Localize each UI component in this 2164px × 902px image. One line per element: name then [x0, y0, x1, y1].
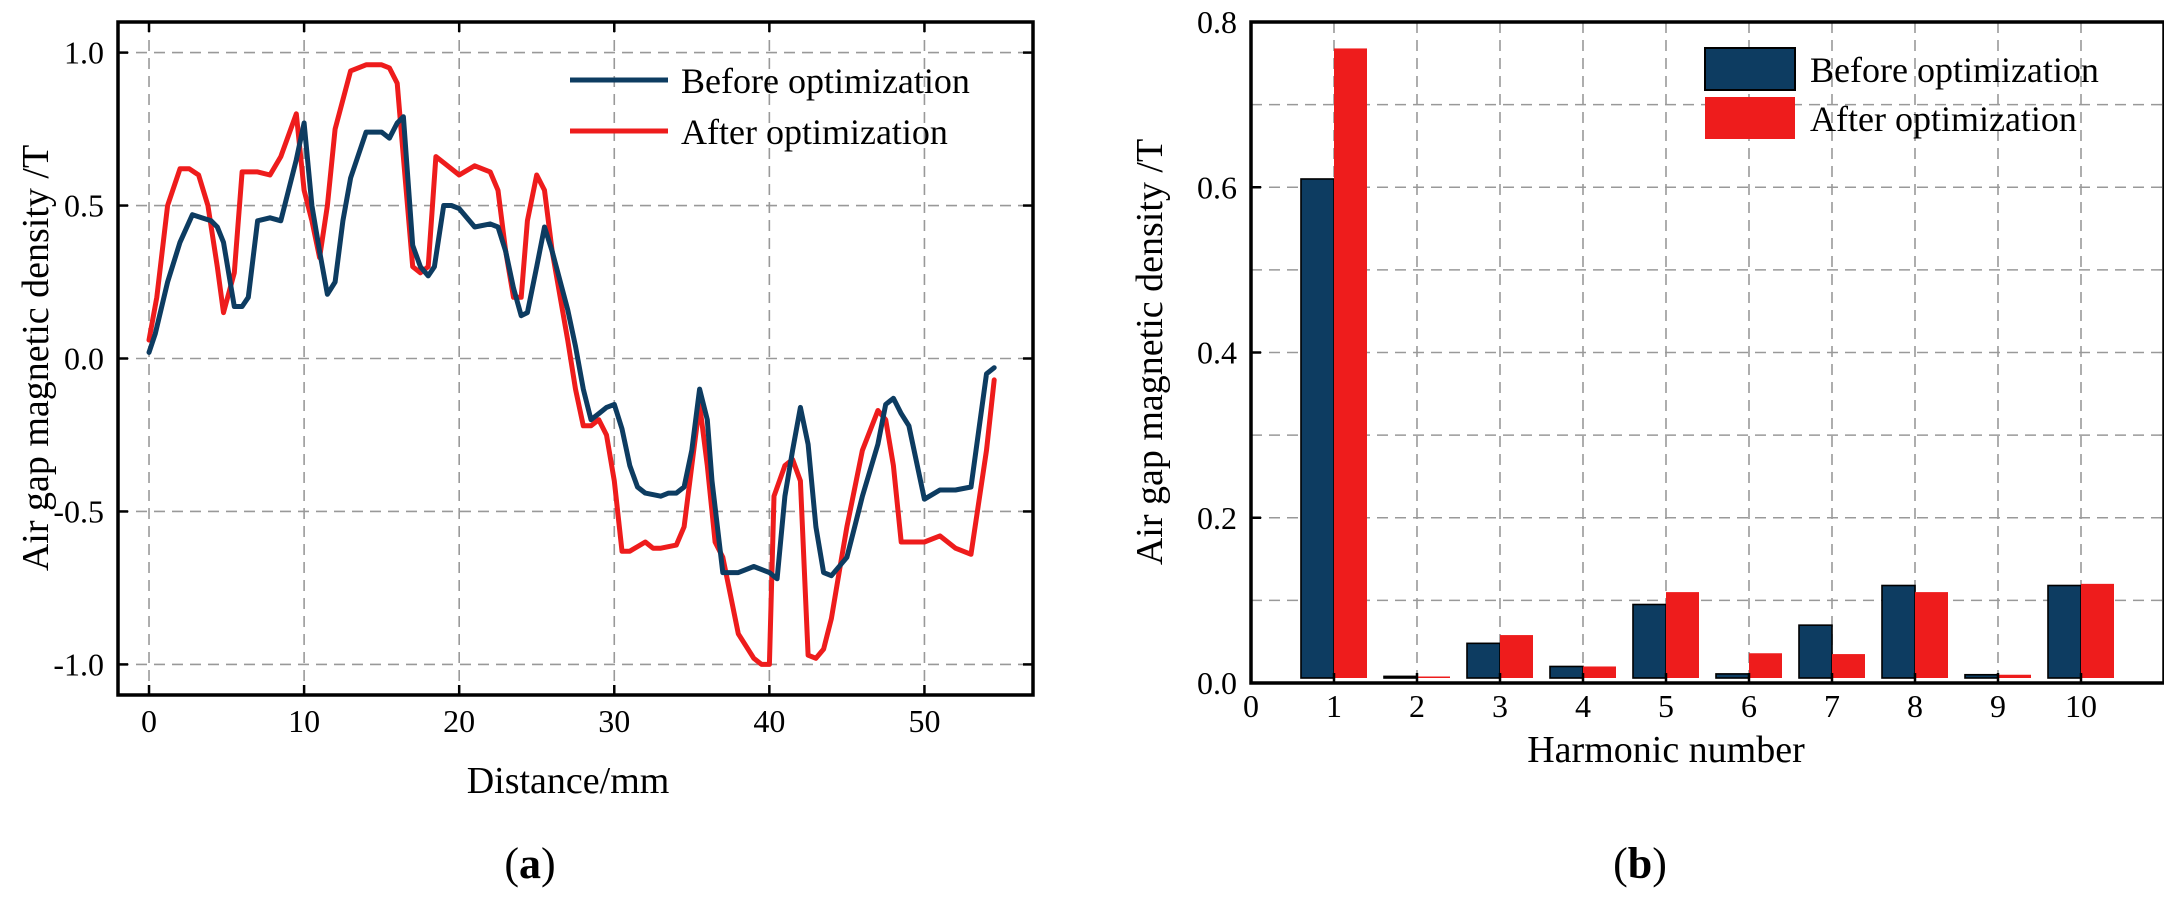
chart-b-xtick-label: 2	[1409, 688, 1425, 724]
chart-b-ytick-label: 0.2	[1197, 500, 1237, 536]
chart-b-xtick-label: 8	[1907, 688, 1923, 724]
chart-b-bar-after	[2081, 583, 2114, 678]
chart-b-bar-before	[1383, 675, 1418, 679]
chart-a-xtick-label: 10	[288, 703, 320, 739]
chart-b-xtick-label: 3	[1492, 688, 1508, 724]
chart-a-ytick-label: 1.0	[64, 35, 104, 71]
chart-b-bar-before	[1798, 624, 1833, 679]
chart-b-legend: Before optimization After optimization	[1704, 47, 2099, 139]
chart-a-xtick-label: 20	[443, 703, 475, 739]
chart-a-xtick-label: 40	[753, 703, 785, 739]
chart-a-legend: Before optimization After optimization	[570, 61, 970, 152]
chart-b-panel-label: (b)	[1613, 839, 1667, 888]
chart-b-bar-before	[2047, 584, 2082, 679]
chart-b-xtick-label: 6	[1741, 688, 1757, 724]
chart-b-xtick-label: 9	[1990, 688, 2006, 724]
chart-a-xtick-label: 0	[141, 703, 157, 739]
chart-b-legend-before: Before optimization	[1810, 50, 2099, 90]
chart-a-ytick-label: 0.5	[64, 188, 104, 224]
chart-a-panel-label: (a)	[504, 839, 555, 888]
chart-b-grid	[1251, 22, 2164, 683]
chart-b-tick-labels: 0 1 2 3 4 5 6 7 8 9 10 0.0 0.2 0.4 0.6 0.8	[1197, 4, 2097, 724]
chart-b-legend-swatch-before	[1704, 47, 1796, 91]
chart-b-ytick-label: 0.8	[1197, 4, 1237, 40]
chart-b-bar-after	[1749, 653, 1782, 678]
chart-a-ytick-label: 0.0	[64, 341, 104, 377]
chart-b-xtick-label: 1	[1326, 688, 1342, 724]
chart-b-bar-before	[1715, 673, 1750, 679]
chart-a-tick-labels: 0 10 20 30 40 50 -1.0 -0.5 0.0 0.5 1.0	[53, 35, 940, 739]
chart-b-xtick-label: 10	[2065, 688, 2097, 724]
chart-b-bar-after	[1500, 635, 1533, 678]
chart-b-xtick-label: 4	[1575, 688, 1591, 724]
chart-b-bar-before	[1632, 603, 1667, 679]
chart-b-ytick-label: 0.0	[1197, 665, 1237, 701]
chart-b-legend-after: After optimization	[1810, 99, 2077, 139]
chart-a-line-after	[146, 62, 997, 667]
chart-a-legend-before: Before optimization	[681, 61, 970, 101]
chart-a-xlabel: Distance/mm	[467, 760, 670, 802]
chart-b-ytick-label: 0.4	[1197, 335, 1237, 371]
chart-a-legend-after: After optimization	[681, 112, 948, 152]
chart-b-panel-letter: b	[1628, 839, 1652, 888]
chart-a-ylabel: Air gap magnetic density /T	[15, 145, 57, 571]
chart-b-legend-swatch-after	[1705, 97, 1795, 139]
chart-b-bar-after	[1998, 674, 2031, 678]
chart-b-xtick-label: 7	[1824, 688, 1840, 724]
chart-b-ytick-label: 0.6	[1197, 169, 1237, 205]
chart-a-xtick-label: 50	[908, 703, 940, 739]
chart-a-ytick-label: -1.0	[53, 646, 104, 682]
chart-b-bar-after	[1583, 666, 1616, 678]
chart-b-xtick-label: 5	[1658, 688, 1674, 724]
chart-b-bar-after	[1417, 676, 1450, 678]
chart-b-bar-before	[1881, 584, 1916, 679]
chart-a-line-before	[146, 114, 997, 582]
chart-b: 0 1 2 3 4 5 6 7 8 9 10 0.0 0.2 0.4 0.6 0.8 Harmonic num…	[1129, 4, 2164, 888]
chart-b-xlabel: Harmonic number	[1527, 729, 1805, 771]
chart-a-ytick-label: -0.5	[53, 493, 104, 529]
chart-b-bar-before	[1549, 665, 1584, 679]
chart-a-frame	[116, 20, 1035, 697]
chart-b-bar-before	[1466, 642, 1501, 679]
chart-a-panel-letter: a	[519, 839, 541, 888]
chart-b-bar-after	[1334, 48, 1367, 678]
chart-b-bar-after	[1832, 654, 1865, 678]
chart-b-ylabel: Air gap magnetic density /T	[1129, 139, 1171, 565]
chart-b-bar-after	[1666, 592, 1699, 678]
chart-a: 0 10 20 30 40 50 -1.0 -0.5 0.0 0.5 1.0 Distance/mm…	[15, 20, 1035, 888]
chart-a-series	[146, 62, 997, 667]
chart-b-frame	[1249, 20, 2164, 685]
chart-b-bar-before	[1300, 178, 1335, 679]
chart-a-xtick-label: 30	[598, 703, 630, 739]
chart-b-bars	[1300, 48, 2114, 679]
chart-b-bar-after	[1915, 592, 1948, 678]
chart-b-xtick-label: 0	[1243, 688, 1259, 724]
chart-b-bar-before	[1964, 673, 1999, 679]
